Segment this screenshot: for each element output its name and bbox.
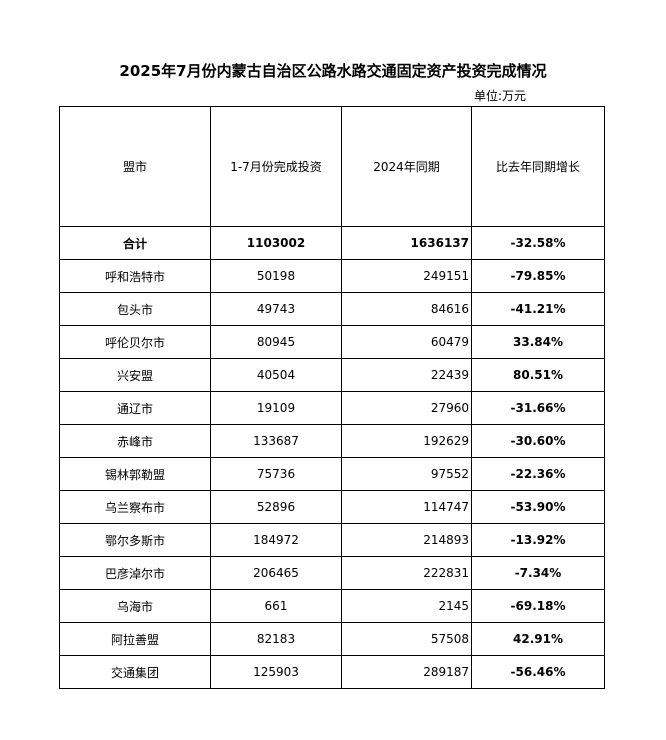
region-cell: 乌海市 — [59, 589, 211, 623]
table-row: 乌海市 661 2145 -69.18% — [59, 589, 605, 623]
growth-cell: -22.36% — [471, 457, 605, 491]
growth-cell: -31.66% — [471, 391, 605, 425]
region-cell: 通辽市 — [59, 391, 211, 425]
prior-year-cell: 60479 — [341, 325, 472, 359]
ytd-investment-cell: 50198 — [210, 259, 342, 293]
prior-year-cell: 214893 — [341, 523, 472, 557]
prior-year-cell: 97552 — [341, 457, 472, 491]
region-cell: 兴安盟 — [59, 358, 211, 392]
growth-cell: -69.18% — [471, 589, 605, 623]
table-row: 阿拉善盟 82183 57508 42.91% — [59, 622, 605, 656]
region-cell: 锡林郭勒盟 — [59, 457, 211, 491]
ytd-investment-cell: 661 — [210, 589, 342, 623]
region-cell: 呼伦贝尔市 — [59, 325, 211, 359]
table-row: 包头市 49743 84616 -41.21% — [59, 292, 605, 326]
prior-year-cell: 114747 — [341, 490, 472, 524]
header-prior-year: 2024年同期 — [341, 106, 472, 227]
growth-cell: 80.51% — [471, 358, 605, 392]
ytd-investment-cell: 82183 — [210, 622, 342, 656]
region-cell: 赤峰市 — [59, 424, 211, 458]
table-row: 呼伦贝尔市 80945 60479 33.84% — [59, 325, 605, 359]
growth-cell: -13.92% — [471, 523, 605, 557]
investment-table: 盟市 1-7月份完成投资 2024年同期 比去年同期增长 合计 1103002 16… — [59, 106, 605, 689]
ytd-investment-cell: 52896 — [210, 490, 342, 524]
prior-year-cell: 22439 — [341, 358, 472, 392]
prior-year-cell: 57508 — [341, 622, 472, 656]
region-cell: 乌兰察布市 — [59, 490, 211, 524]
region-cell: 交通集团 — [59, 655, 211, 689]
ytd-investment-cell: 19109 — [210, 391, 342, 425]
prior-year-cell: 289187 — [341, 655, 472, 689]
header-ytd-investment: 1-7月份完成投资 — [210, 106, 342, 227]
growth-cell: -41.21% — [471, 292, 605, 326]
prior-year-cell: 84616 — [341, 292, 472, 326]
header-row: 盟市 1-7月份完成投资 2024年同期 比去年同期增长 — [59, 106, 605, 227]
header-growth: 比去年同期增长 — [471, 106, 605, 227]
growth-cell: 42.91% — [471, 622, 605, 656]
ytd-investment-cell: 133687 — [210, 424, 342, 458]
growth-cell: -79.85% — [471, 259, 605, 293]
ytd-investment-cell: 184972 — [210, 523, 342, 557]
region-cell: 呼和浩特市 — [59, 259, 211, 293]
unit-label: 单位:万元 — [474, 89, 527, 103]
ytd-investment-cell: 206465 — [210, 556, 342, 590]
region-cell: 巴彦淖尔市 — [59, 556, 211, 590]
table-row: 赤峰市 133687 192629 -30.60% — [59, 424, 605, 458]
table-row: 锡林郭勒盟 75736 97552 -22.36% — [59, 457, 605, 491]
ytd-investment-cell: 1103002 — [210, 226, 342, 260]
prior-year-cell: 27960 — [341, 391, 472, 425]
region-cell: 阿拉善盟 — [59, 622, 211, 656]
total-row: 合计 1103002 1636137 -32.58% — [59, 226, 605, 260]
table-row: 巴彦淖尔市 206465 222831 -7.34% — [59, 556, 605, 590]
ytd-investment-cell: 80945 — [210, 325, 342, 359]
table-row: 鄂尔多斯市 184972 214893 -13.92% — [59, 523, 605, 557]
ytd-investment-cell: 75736 — [210, 457, 342, 491]
prior-year-cell: 1636137 — [341, 226, 472, 260]
prior-year-cell: 222831 — [341, 556, 472, 590]
growth-cell: -56.46% — [471, 655, 605, 689]
growth-cell: -7.34% — [471, 556, 605, 590]
region-cell: 鄂尔多斯市 — [59, 523, 211, 557]
table-row: 交通集团 125903 289187 -56.46% — [59, 655, 605, 689]
prior-year-cell: 249151 — [341, 259, 472, 293]
growth-cell: -32.58% — [471, 226, 605, 260]
page-title: 2025年7月份内蒙古自治区公路水路交通固定资产投资完成情况 — [119, 62, 547, 80]
table-row: 通辽市 19109 27960 -31.66% — [59, 391, 605, 425]
table-row: 呼和浩特市 50198 249151 -79.85% — [59, 259, 605, 293]
growth-cell: -53.90% — [471, 490, 605, 524]
header-region: 盟市 — [59, 106, 211, 227]
growth-cell: 33.84% — [471, 325, 605, 359]
prior-year-cell: 2145 — [341, 589, 472, 623]
table-row: 乌兰察布市 52896 114747 -53.90% — [59, 490, 605, 524]
prior-year-cell: 192629 — [341, 424, 472, 458]
growth-cell: -30.60% — [471, 424, 605, 458]
ytd-investment-cell: 49743 — [210, 292, 342, 326]
ytd-investment-cell: 40504 — [210, 358, 342, 392]
region-cell: 合计 — [59, 226, 211, 260]
region-cell: 包头市 — [59, 292, 211, 326]
table-row: 兴安盟 40504 22439 80.51% — [59, 358, 605, 392]
ytd-investment-cell: 125903 — [210, 655, 342, 689]
